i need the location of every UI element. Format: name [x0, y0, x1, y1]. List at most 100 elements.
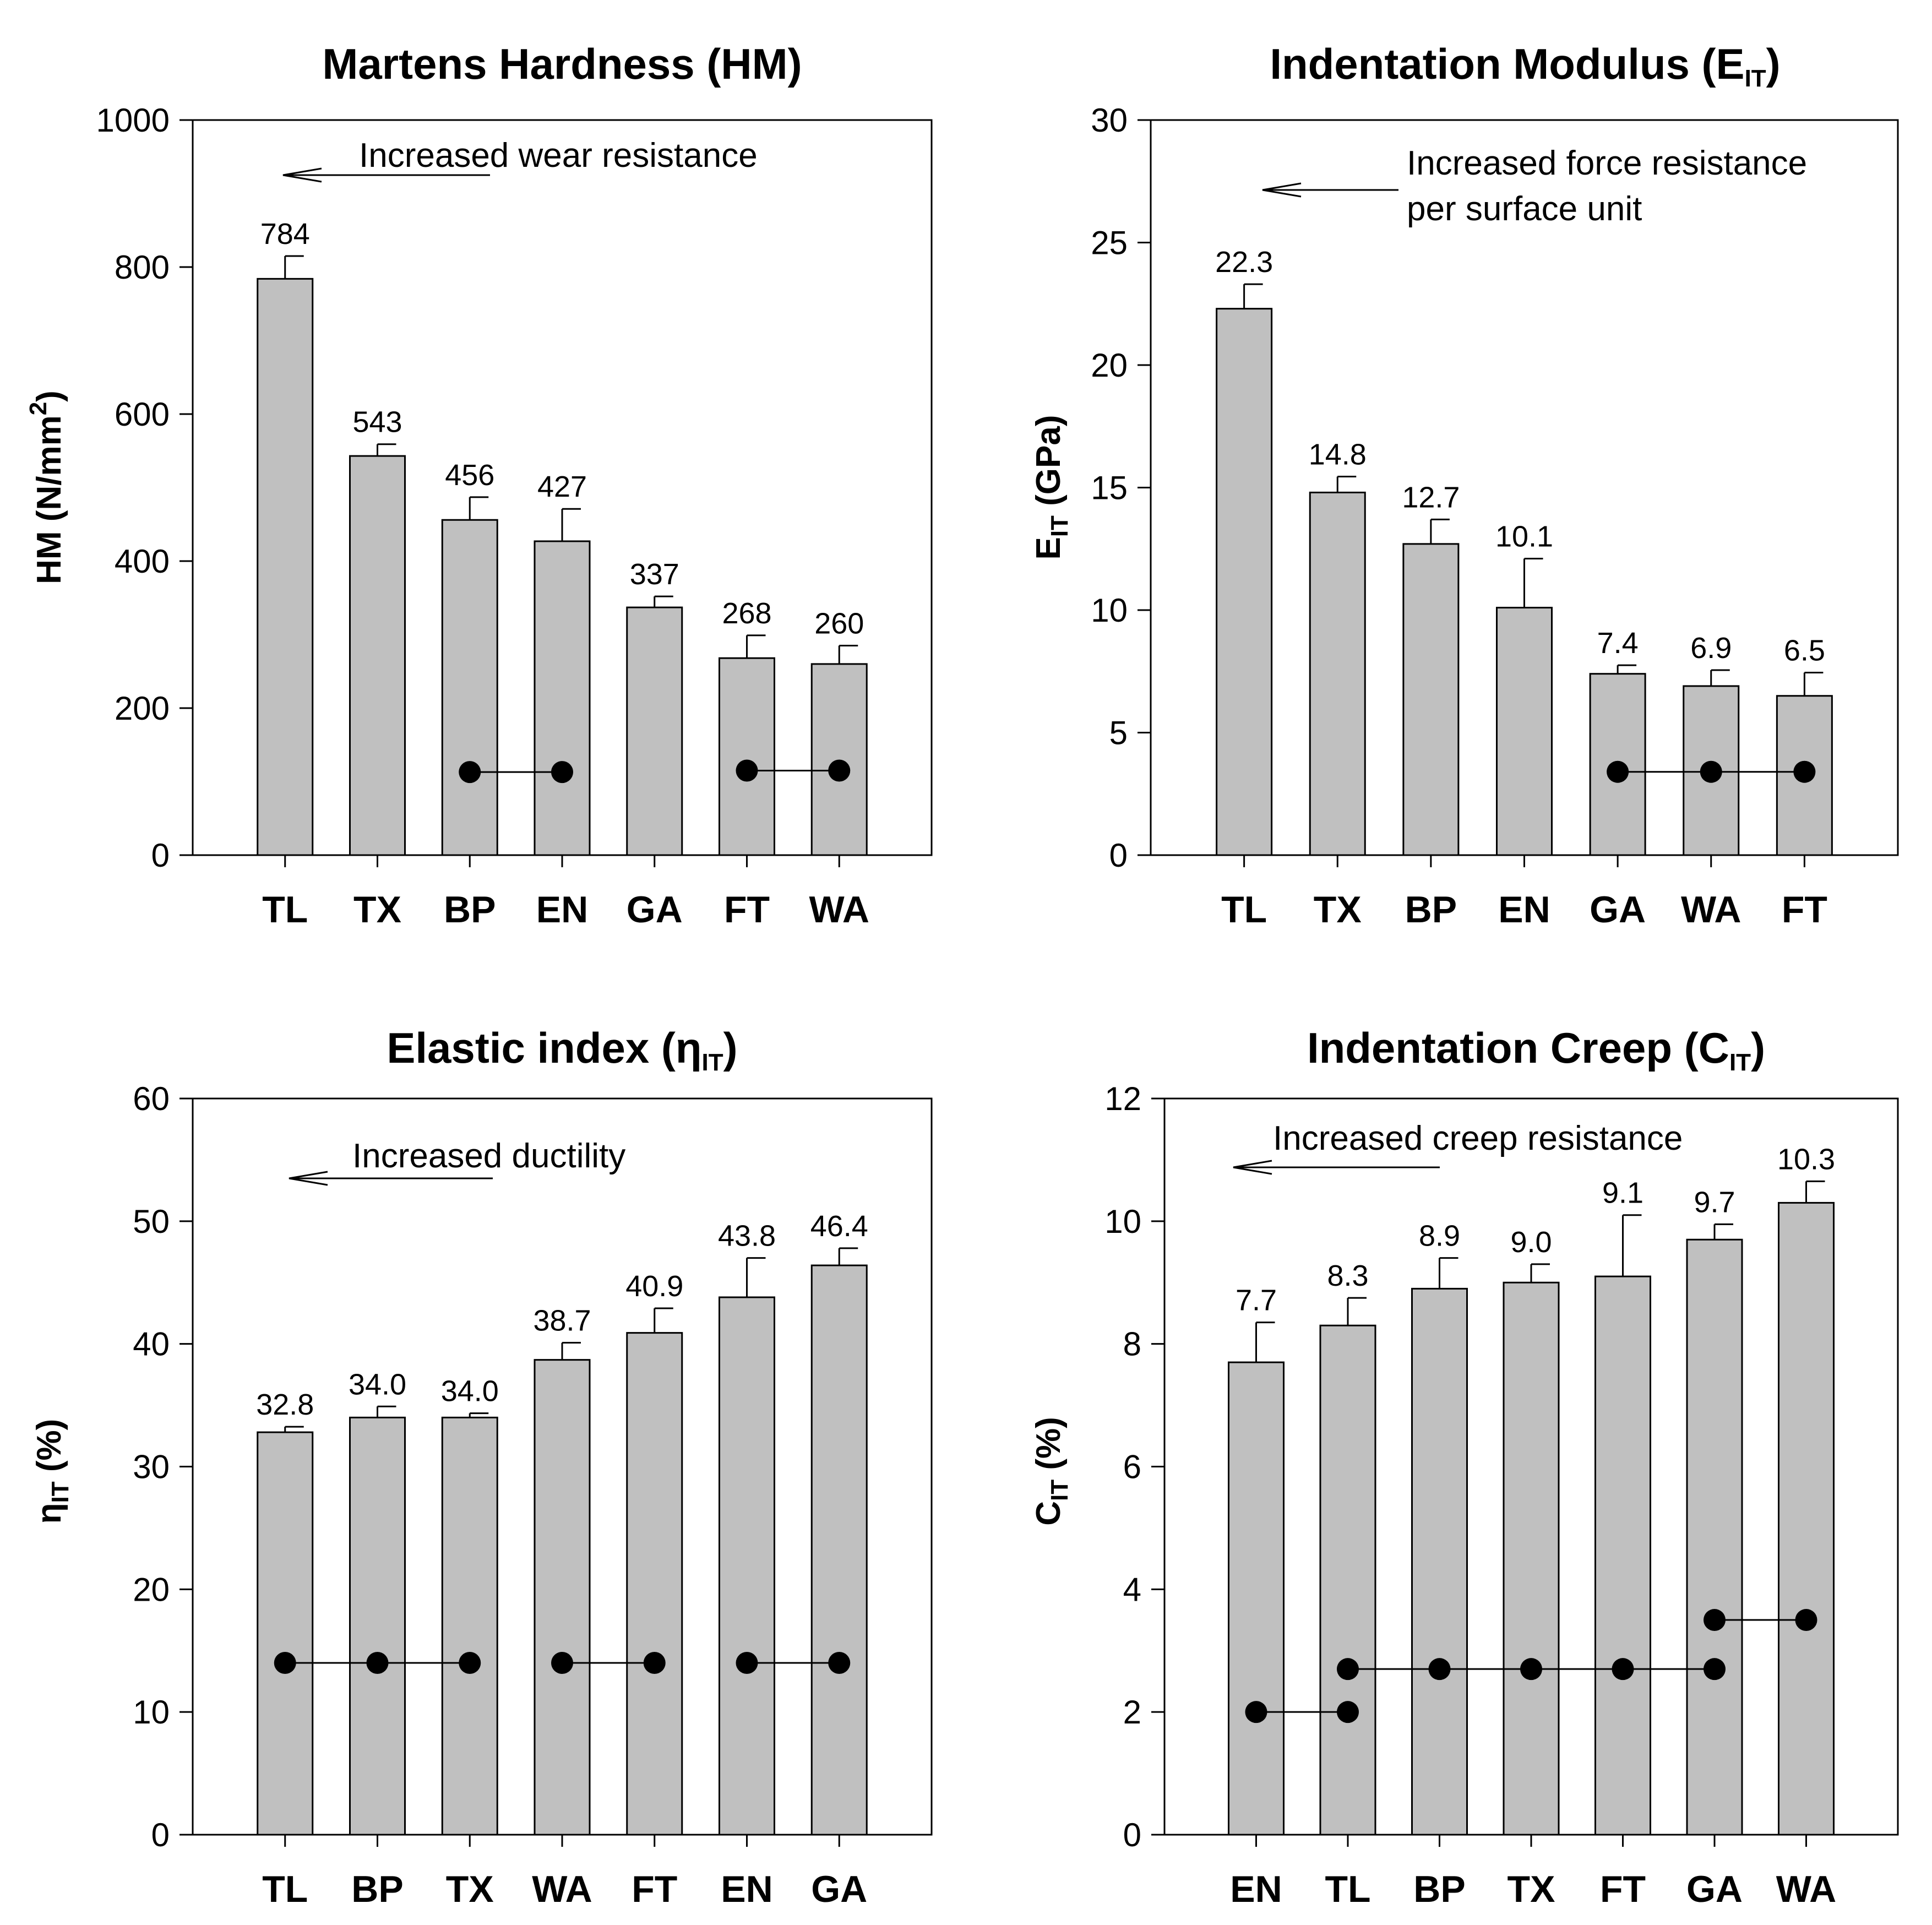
error-bar — [1710, 669, 1730, 686]
chart-panel-0: Martens Hardness (HM) HM (N/mm2) Increased… — [25, 40, 933, 931]
group-dot — [274, 1652, 296, 1674]
x-tick-label: TX — [353, 889, 401, 931]
error-bar — [284, 255, 304, 279]
bar-tl — [1216, 308, 1273, 856]
x-tick-label: WA — [1681, 889, 1741, 931]
bar-tx — [1309, 491, 1366, 856]
group-dot — [459, 761, 481, 784]
error-bar — [746, 634, 766, 659]
y-tick-label: 800 — [115, 249, 170, 286]
group-dot — [1337, 1701, 1359, 1723]
y-tick-label: 30 — [133, 1449, 170, 1486]
data-label: 9.1 — [1602, 1177, 1643, 1210]
data-label: 14.8 — [1309, 438, 1367, 471]
bar-bp — [441, 519, 498, 856]
data-label: 8.9 — [1419, 1220, 1460, 1253]
group-dot — [643, 1652, 666, 1674]
x-tick-label: FT — [1600, 1868, 1646, 1910]
y-tick-label: 10 — [1104, 1203, 1141, 1240]
error-bar — [654, 595, 673, 608]
x-tick-label: TL — [1325, 1868, 1370, 1910]
bar-tx — [349, 455, 406, 856]
x-tick-label: BP — [351, 1868, 403, 1910]
error-bar — [1523, 558, 1543, 608]
data-label: 34.0 — [441, 1375, 499, 1408]
y-tick-label: 50 — [133, 1203, 170, 1240]
group-dot — [1704, 1658, 1726, 1681]
error-bar — [1803, 671, 1824, 696]
group-dot — [1428, 1658, 1451, 1681]
group-dot — [828, 1652, 851, 1674]
data-label: 9.0 — [1510, 1226, 1552, 1259]
data-label: 12.7 — [1402, 481, 1460, 514]
x-tick-label: EN — [1498, 889, 1550, 931]
chart-title: Elastic index (ηIT) — [387, 1024, 737, 1076]
annotation-arrow — [1233, 1160, 1440, 1175]
error-bar — [377, 443, 396, 456]
y-tick-label: 40 — [133, 1326, 170, 1363]
group-dot — [1795, 1609, 1817, 1632]
x-tick-label: BP — [444, 889, 496, 931]
y-tick-label: 25 — [1091, 225, 1128, 262]
error-bar — [1805, 1180, 1825, 1203]
x-tick-label: WA — [532, 1868, 592, 1910]
annotation-text: Increased creep resistance — [1273, 1119, 1683, 1157]
group-dot — [1245, 1701, 1267, 1723]
bar-bp — [1411, 1287, 1468, 1836]
group-dot — [366, 1652, 389, 1674]
error-bar — [1430, 518, 1450, 544]
group-dot — [459, 1652, 481, 1674]
annotation-arrow — [1262, 182, 1398, 198]
y-tick-label: 0 — [1123, 1817, 1141, 1853]
x-tick-label: GA — [811, 1868, 867, 1910]
x-tick-label: WA — [809, 889, 869, 931]
annotation-text: Increased ductility — [352, 1137, 625, 1175]
x-tick-label: FT — [632, 1868, 677, 1910]
chart-panel-1: Indentation Modulus (EIT) EIT (GPa) Increa… — [1030, 40, 1899, 931]
y-tick-label: 20 — [1091, 347, 1128, 384]
annotation-text-line-1: Increased force resistance — [1407, 144, 1807, 182]
data-label: 456 — [445, 459, 494, 492]
annotation-text: Increased wear resistance — [359, 137, 758, 175]
data-label: 9.7 — [1694, 1186, 1735, 1219]
data-label: 34.0 — [349, 1368, 406, 1401]
group-dot — [1520, 1658, 1542, 1681]
bar-wa — [534, 1359, 591, 1836]
x-tick-label: TL — [262, 1868, 308, 1910]
annotation-arrow — [289, 1171, 493, 1186]
y-tick-label: 20 — [133, 1571, 170, 1608]
bar-ga — [1686, 1238, 1743, 1836]
group-dot — [1793, 760, 1816, 783]
error-bar — [838, 645, 858, 664]
error-bar — [284, 1426, 304, 1433]
group-dot — [1700, 760, 1722, 783]
group-dot — [1612, 1658, 1634, 1681]
group-dot — [736, 759, 758, 782]
bar-tx — [441, 1416, 498, 1836]
data-label: 543 — [352, 406, 402, 439]
bar-wa — [810, 663, 868, 856]
y-tick-label: 6 — [1123, 1449, 1141, 1486]
y-axis-label: EIT (GPa) — [1030, 415, 1073, 559]
data-label: 784 — [260, 217, 310, 251]
bar-en — [534, 540, 591, 856]
data-label: 38.7 — [533, 1304, 591, 1337]
bar-bp — [1402, 543, 1460, 856]
y-tick-label: 400 — [115, 543, 170, 580]
bar-tl — [1319, 1324, 1376, 1836]
y-axis-label: CIT (%) — [1030, 1417, 1073, 1526]
y-tick-label: 5 — [1109, 715, 1128, 752]
y-tick-label: 200 — [115, 690, 170, 727]
error-bar — [654, 1307, 673, 1333]
x-tick-label: TX — [1314, 889, 1362, 931]
error-bar — [1713, 1223, 1733, 1240]
x-tick-label: TX — [446, 1868, 494, 1910]
error-bar — [1255, 1322, 1275, 1363]
x-tick-label: TL — [262, 889, 308, 931]
y-tick-label: 1000 — [96, 102, 170, 139]
data-label: 337 — [630, 558, 679, 591]
bar-en — [719, 1296, 775, 1836]
bar-en — [1228, 1361, 1285, 1836]
chart-title: Martens Hardness (HM) — [322, 40, 802, 88]
x-tick-label: TL — [1221, 889, 1267, 931]
